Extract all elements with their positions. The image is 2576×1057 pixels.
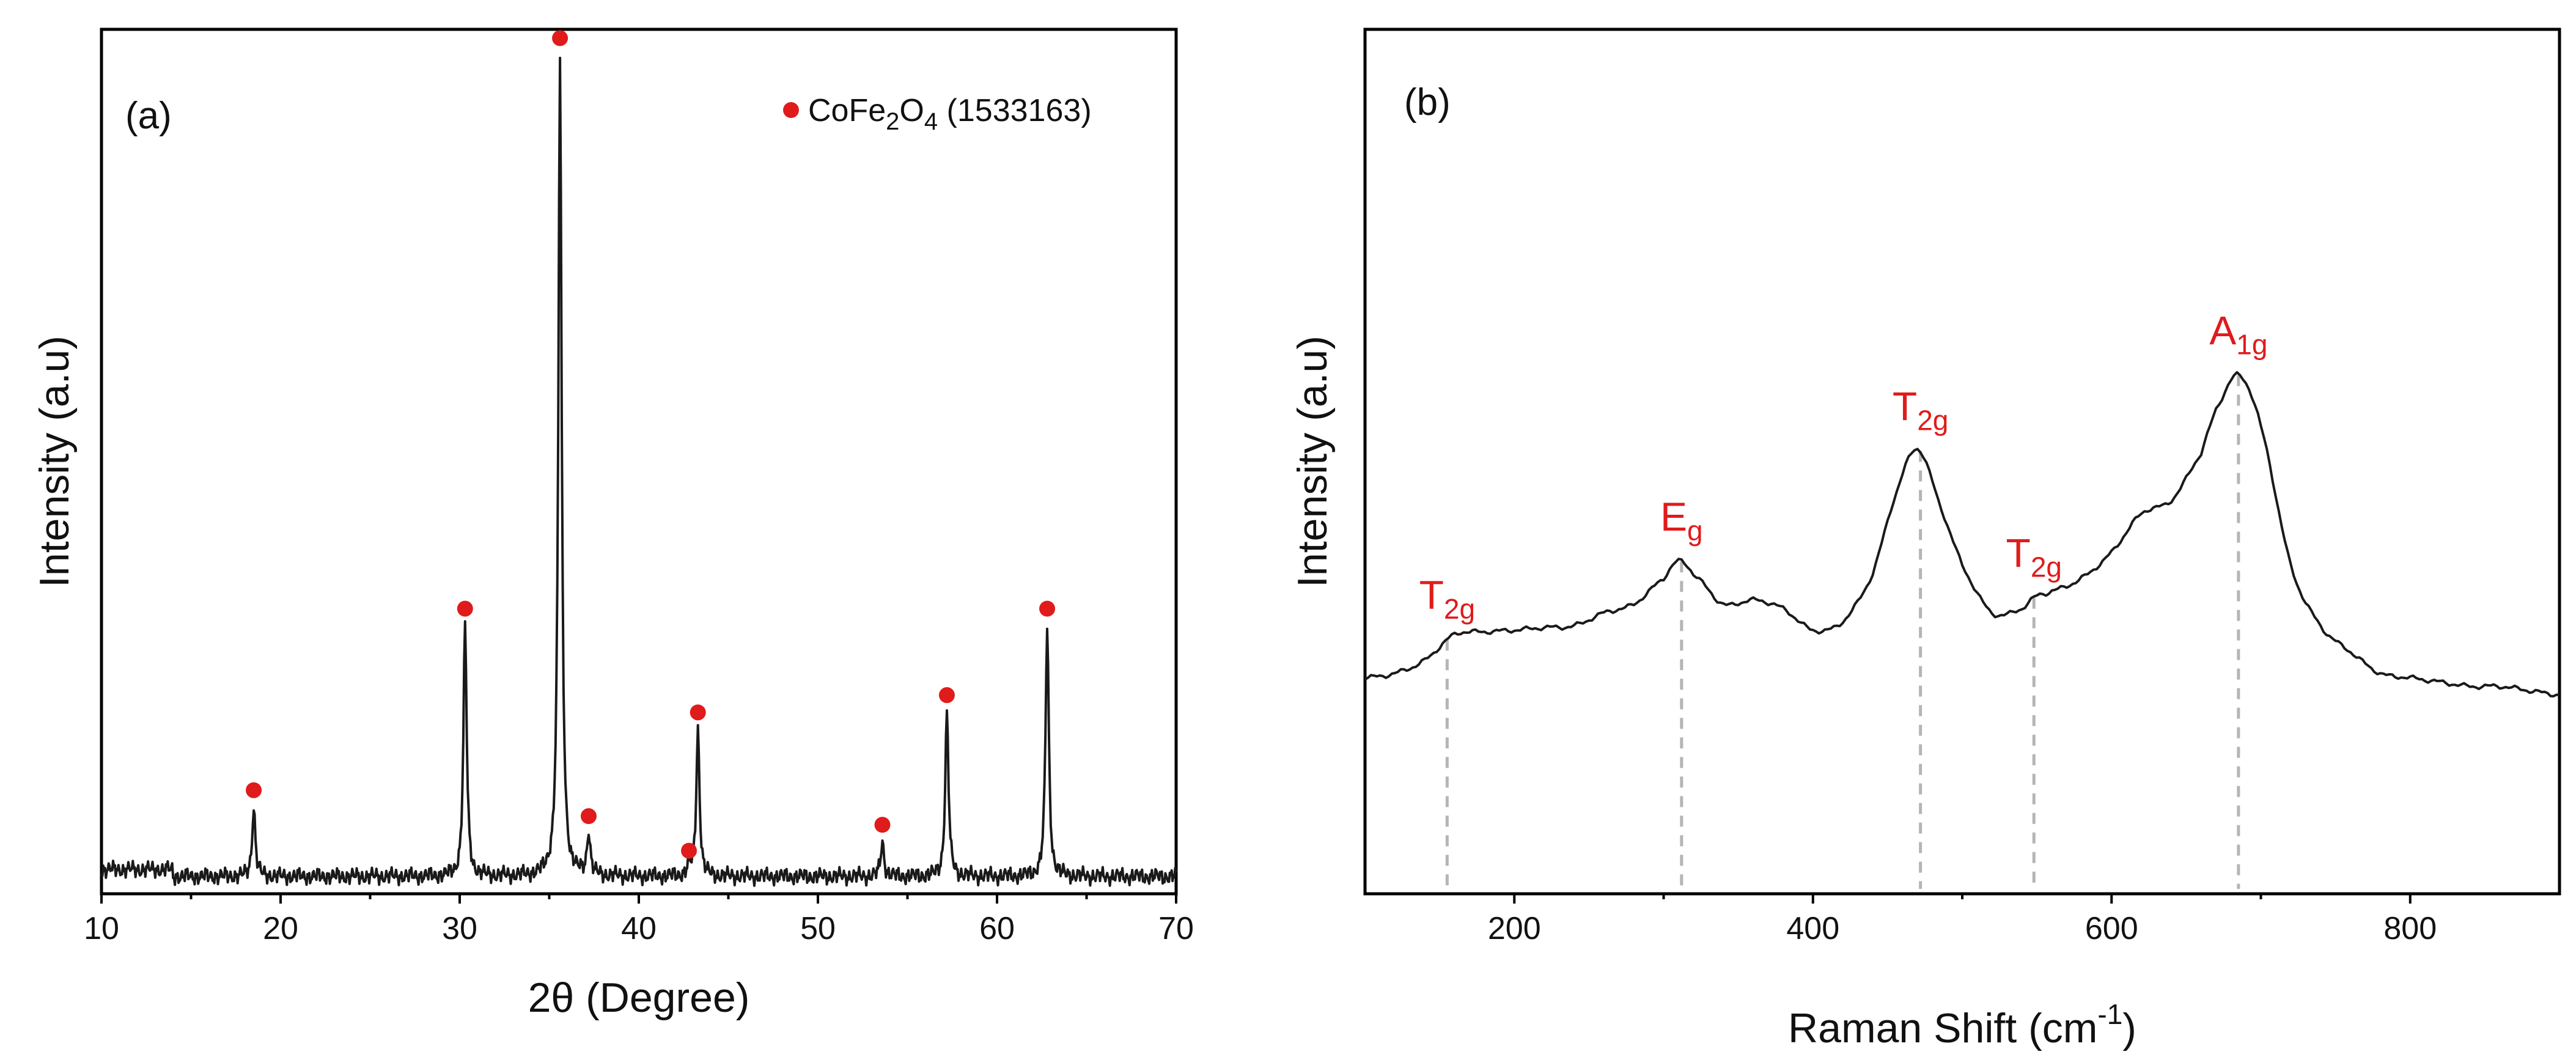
peak-label-0: T2g — [1419, 572, 1476, 625]
panel-a-x-axis-title: 2θ (Degree) — [528, 974, 750, 1021]
x-tick-label: 10 — [84, 911, 119, 946]
panel-a-series — [100, 56, 1177, 887]
panel-b-y-axis-title: Intensity (a.u) — [1289, 336, 1336, 587]
panel-a-x-ticks: 10 20 30 40 50 60 70 — [84, 894, 1194, 946]
panel-a-plot-frame — [100, 28, 1178, 896]
peak-marker-43.3 — [690, 704, 706, 721]
peak-marker-62.8 — [1039, 600, 1056, 617]
x-tick-label: 50 — [800, 911, 836, 946]
legend-marker-icon — [783, 102, 799, 118]
panel-b-peak-markers — [1445, 375, 2240, 889]
x-tick-label: 20 — [263, 911, 298, 946]
panel-b-plot-frame — [1363, 28, 2561, 896]
x-tick-label: 40 — [621, 911, 657, 946]
peak-marker-53.6 — [874, 817, 891, 833]
legend-label: CoFe2O4 (1533163) — [808, 93, 1092, 135]
panel-b-raman-chart: 200 400 600 800 T2g Eg T2g T2g A1g (b) Raman Sh… — [1289, 28, 2561, 1051]
peak-label-3: T2g — [2006, 531, 2062, 583]
x-tick-label: 70 — [1158, 911, 1194, 946]
x-tick-label: 800 — [2383, 911, 2437, 946]
x-tick-label: 600 — [2085, 911, 2138, 946]
panel-a-xrd-chart: 10 20 30 40 50 60 70 (a) CoFe2O4 (1533163) 2θ … — [31, 28, 1194, 1021]
panel-a-legend: CoFe2O4 (1533163) — [783, 93, 1092, 135]
x-tick-label: 60 — [979, 911, 1015, 946]
panel-a-label: (a) — [125, 95, 172, 137]
peak-marker-30.3 — [457, 600, 473, 617]
peak-marker-18.5 — [246, 782, 262, 798]
panel-b-label: (b) — [1404, 81, 1451, 123]
panel-a-peak-markers — [246, 30, 1056, 859]
peak-marker-42.8 — [681, 842, 697, 859]
peak-marker-37.2 — [580, 808, 597, 825]
panel-a-y-axis-title: Intensity (a.u) — [31, 336, 78, 587]
x-tick-label: 200 — [1488, 911, 1541, 946]
xrd-pattern-line — [100, 56, 1177, 887]
panel-b-x-axis-title: Raman Shift (cm-1) — [1788, 998, 2136, 1051]
peak-marker-35.6 — [552, 30, 569, 46]
raman-spectrum-line — [1364, 371, 2560, 698]
peak-label-2: T2g — [1893, 383, 1949, 436]
panel-b-x-ticks: 200 400 600 800 — [1488, 894, 2437, 946]
peak-label-1: Eg — [1660, 494, 1703, 547]
panel-b-series — [1364, 371, 2560, 698]
peak-marker-57.2 — [938, 687, 955, 704]
peak-label-4: A1g — [2209, 308, 2267, 361]
x-tick-label: 30 — [442, 911, 477, 946]
panel-b-peak-labels: T2g Eg T2g T2g A1g — [1419, 308, 2268, 625]
x-tick-label: 400 — [1786, 911, 1839, 946]
